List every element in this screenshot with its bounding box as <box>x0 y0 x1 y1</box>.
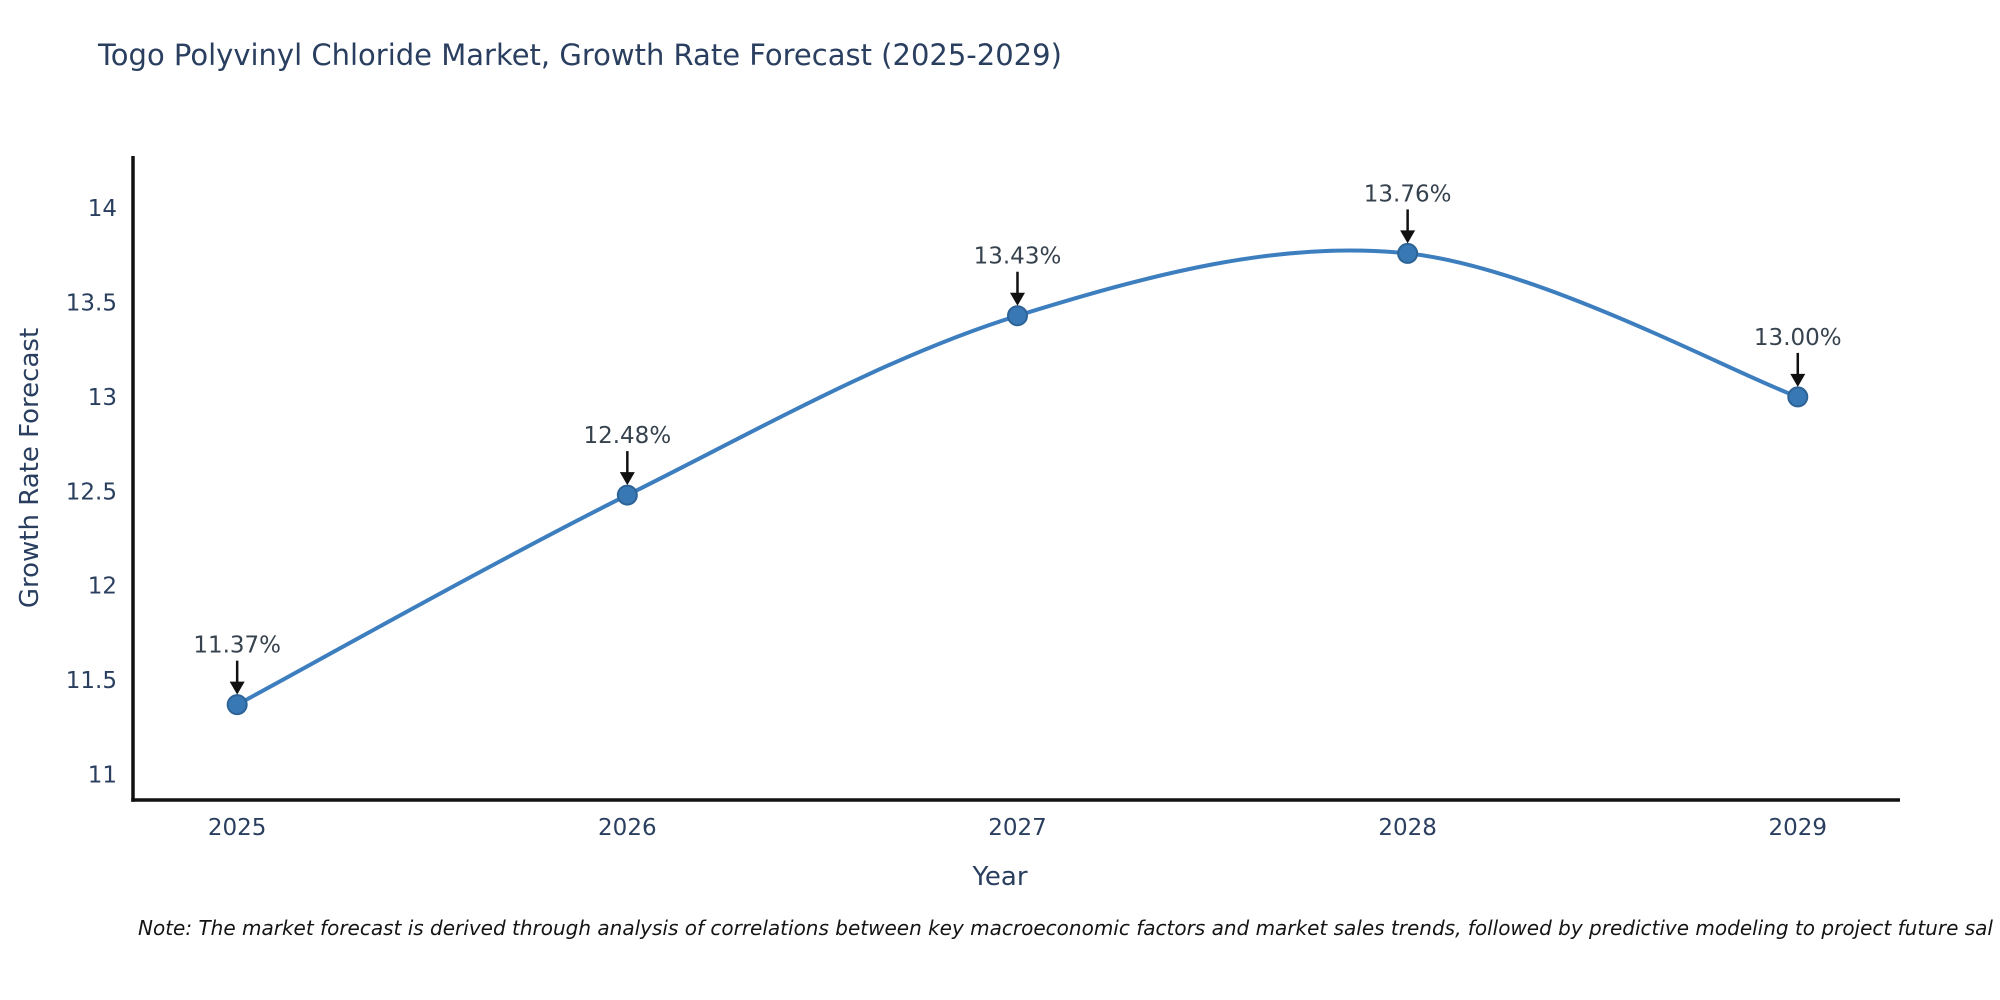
data-point[interactable] <box>1006 305 1028 327</box>
y-tick-label: 12.5 <box>66 479 117 505</box>
annotation-arrowhead-icon <box>619 472 635 486</box>
y-axis-tick-labels: 11 11.5 12 12.5 13 13.5 14 <box>66 196 117 788</box>
x-axis-title: Year <box>972 862 1028 892</box>
y-tick-label: 12 <box>88 574 117 600</box>
y-tick-label: 13 <box>88 385 117 411</box>
point-value-label: 13.00% <box>1754 325 1842 351</box>
x-tick-label: 2029 <box>1769 815 1828 841</box>
point-annotations: 11.37% 12.48% 13.43% 13.76% 13.00% <box>193 181 1842 695</box>
footnote: Note: The market forecast is derived thr… <box>138 916 1993 940</box>
point-value-label: 13.76% <box>1364 181 1452 207</box>
x-axis-tick-labels: 2025 2026 2027 2028 2029 <box>208 815 1827 841</box>
y-tick-label: 11 <box>88 763 117 789</box>
y-tick-label: 11.5 <box>66 668 117 694</box>
point-value-label: 12.48% <box>583 423 671 449</box>
annotation-arrowhead-icon <box>1009 292 1025 306</box>
point-value-label: 11.37% <box>193 633 281 659</box>
y-tick-label: 13.5 <box>66 291 117 317</box>
data-point[interactable] <box>226 694 248 716</box>
annotation-arrowhead-icon <box>229 681 245 695</box>
y-tick-label: 14 <box>88 196 117 222</box>
data-point[interactable] <box>1787 386 1809 408</box>
point-value-label: 13.43% <box>974 244 1062 270</box>
axes <box>131 156 1900 802</box>
annotation-arrowhead-icon <box>1400 230 1416 244</box>
data-point-markers <box>226 242 1809 716</box>
x-tick-label: 2027 <box>988 815 1047 841</box>
x-tick-label: 2028 <box>1378 815 1437 841</box>
x-tick-label: 2025 <box>208 815 267 841</box>
annotation-arrowhead-icon <box>1790 373 1806 387</box>
chart-title: Togo Polyvinyl Chloride Market, Growth R… <box>98 38 1062 72</box>
x-tick-label: 2026 <box>598 815 657 841</box>
data-point[interactable] <box>1397 242 1419 264</box>
data-point[interactable] <box>616 484 638 506</box>
